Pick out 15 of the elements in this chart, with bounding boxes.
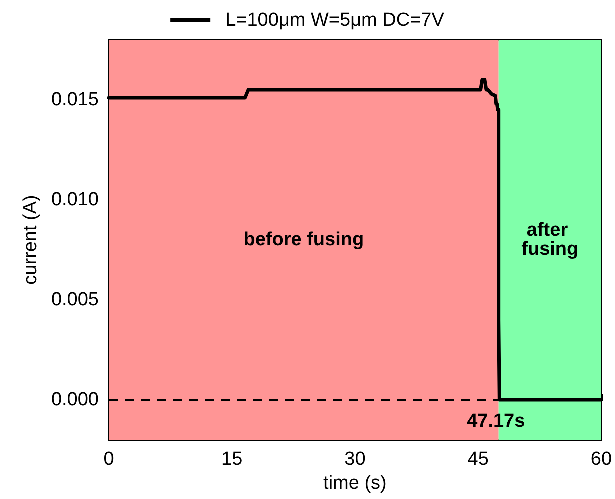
y-tick-label: 0.015 (51, 90, 99, 110)
y-tick-label: 0.005 (51, 290, 99, 310)
y-tick-label: 0.010 (51, 190, 99, 210)
y-tick-label: 0.000 (51, 390, 99, 410)
x-tick-label: 60 (590, 449, 612, 470)
y-axis-title: current (A) (20, 195, 42, 285)
x-tick-label: 15 (222, 449, 243, 470)
band-label: after fusing (522, 220, 579, 260)
x-axis-title: time (s) (324, 472, 387, 494)
band-label: before fusing (244, 230, 364, 250)
legend-label: L=100μm W=5μm DC=7V (226, 10, 445, 31)
x-tick-label: 30 (344, 449, 366, 470)
x-tick-label: 45 (468, 449, 489, 470)
annotation: 47.17s (467, 411, 526, 432)
x-tick-label: 0 (104, 449, 114, 470)
